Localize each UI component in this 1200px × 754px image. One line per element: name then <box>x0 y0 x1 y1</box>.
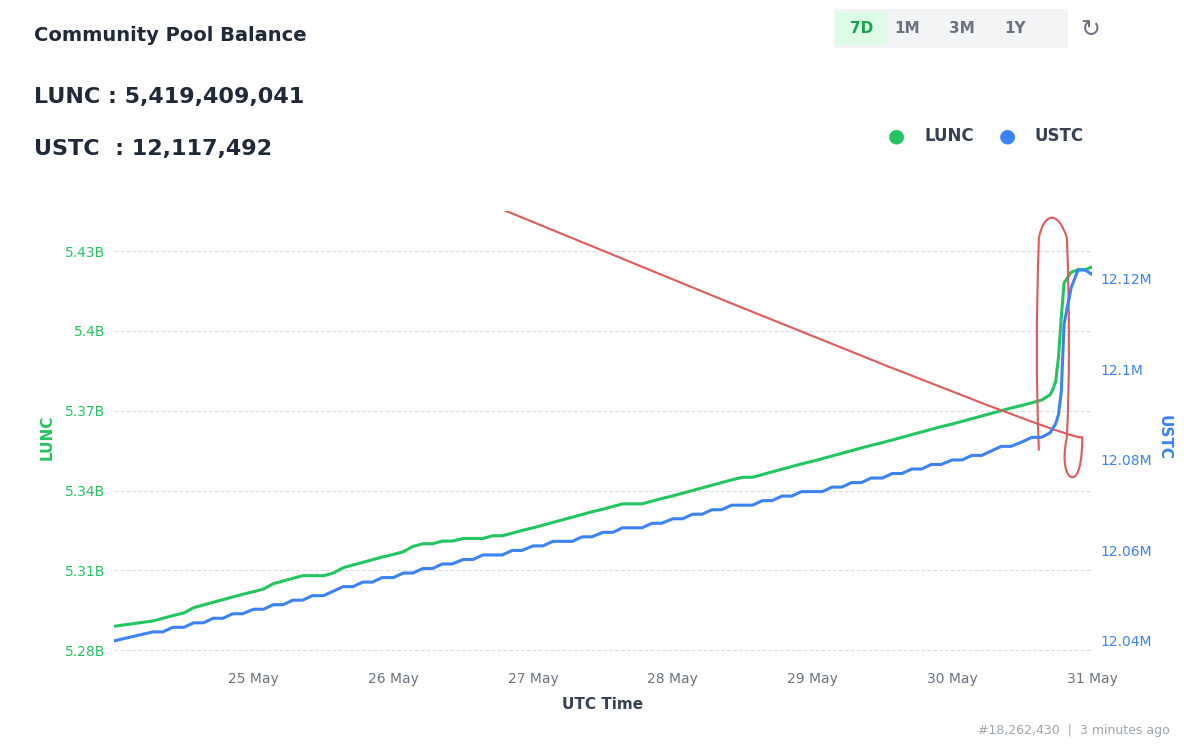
Text: LUNC: LUNC <box>924 127 973 145</box>
Text: USTC  : 12,117,492: USTC : 12,117,492 <box>34 139 271 160</box>
Text: USTC: USTC <box>1034 127 1084 145</box>
Text: 1M: 1M <box>894 21 919 36</box>
Text: 7D: 7D <box>850 21 874 36</box>
Text: Community Pool Balance: Community Pool Balance <box>34 26 306 45</box>
Text: ↻: ↻ <box>1080 17 1099 41</box>
Text: ●: ● <box>888 126 905 146</box>
Text: ●: ● <box>998 126 1015 146</box>
Text: LUNC : 5,419,409,041: LUNC : 5,419,409,041 <box>34 87 304 107</box>
X-axis label: UTC Time: UTC Time <box>563 697 643 712</box>
Text: 1Y: 1Y <box>1004 21 1026 36</box>
Y-axis label: USTC: USTC <box>1157 415 1171 460</box>
Text: 3M: 3M <box>949 21 974 36</box>
Y-axis label: LUNC: LUNC <box>40 415 54 460</box>
Text: #18,262,430  |  3 minutes ago: #18,262,430 | 3 minutes ago <box>978 725 1170 737</box>
